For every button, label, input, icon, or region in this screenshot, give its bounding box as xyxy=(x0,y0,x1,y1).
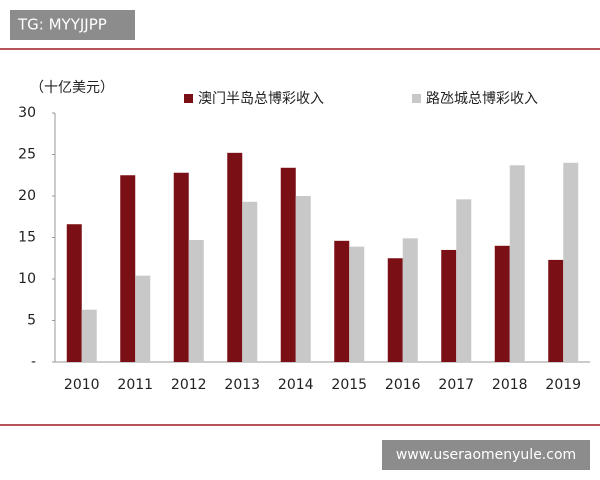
bar xyxy=(548,259,564,362)
bar xyxy=(563,162,579,362)
legend-swatch xyxy=(184,94,193,103)
bar xyxy=(227,152,243,362)
bar xyxy=(81,309,97,362)
bar xyxy=(494,245,510,362)
bar xyxy=(280,167,296,362)
x-tick-label: 2012 xyxy=(171,377,207,393)
bar xyxy=(387,258,403,362)
bar xyxy=(295,196,311,362)
y-tick-label: 15 xyxy=(18,230,36,246)
bar xyxy=(509,165,525,362)
bottom-tag-box xyxy=(382,440,590,470)
bar xyxy=(135,275,151,362)
legend-swatch xyxy=(412,94,421,103)
x-tick-label: 2015 xyxy=(331,377,367,393)
legend-label: 路氹城总博彩收入 xyxy=(426,90,538,107)
bar xyxy=(334,240,350,362)
bar xyxy=(349,246,365,362)
bar xyxy=(188,239,204,362)
y-tick-label: 20 xyxy=(18,188,36,204)
y-tick-label: - xyxy=(31,354,36,370)
y-tick-label: 25 xyxy=(18,147,36,163)
bar xyxy=(456,199,472,362)
y-tick-label: 10 xyxy=(18,271,36,287)
x-tick-label: 2016 xyxy=(385,377,421,393)
x-tick-label: 2011 xyxy=(117,377,153,393)
x-tick-label: 2019 xyxy=(545,377,581,393)
bar xyxy=(441,249,457,362)
x-tick-label: 2010 xyxy=(64,377,100,393)
x-tick-label: 2018 xyxy=(492,377,528,393)
top-tag: TG: MYYJJPP xyxy=(17,16,107,34)
bar xyxy=(173,172,189,362)
x-tick-label: 2014 xyxy=(278,377,314,393)
x-tick-label: 2013 xyxy=(224,377,260,393)
unit-label: （十亿美元） xyxy=(30,80,114,96)
bar xyxy=(120,175,136,362)
top-tag-box xyxy=(10,10,135,40)
legend-label: 澳门半岛总博彩收入 xyxy=(198,90,324,107)
x-tick-label: 2017 xyxy=(438,377,474,393)
y-tick-label: 5 xyxy=(27,313,36,329)
bottom-tag: www.useraomenyule.com xyxy=(396,447,576,463)
bar xyxy=(66,224,82,362)
bar xyxy=(402,238,418,362)
bar xyxy=(242,201,258,362)
y-tick-label: 30 xyxy=(18,105,36,121)
